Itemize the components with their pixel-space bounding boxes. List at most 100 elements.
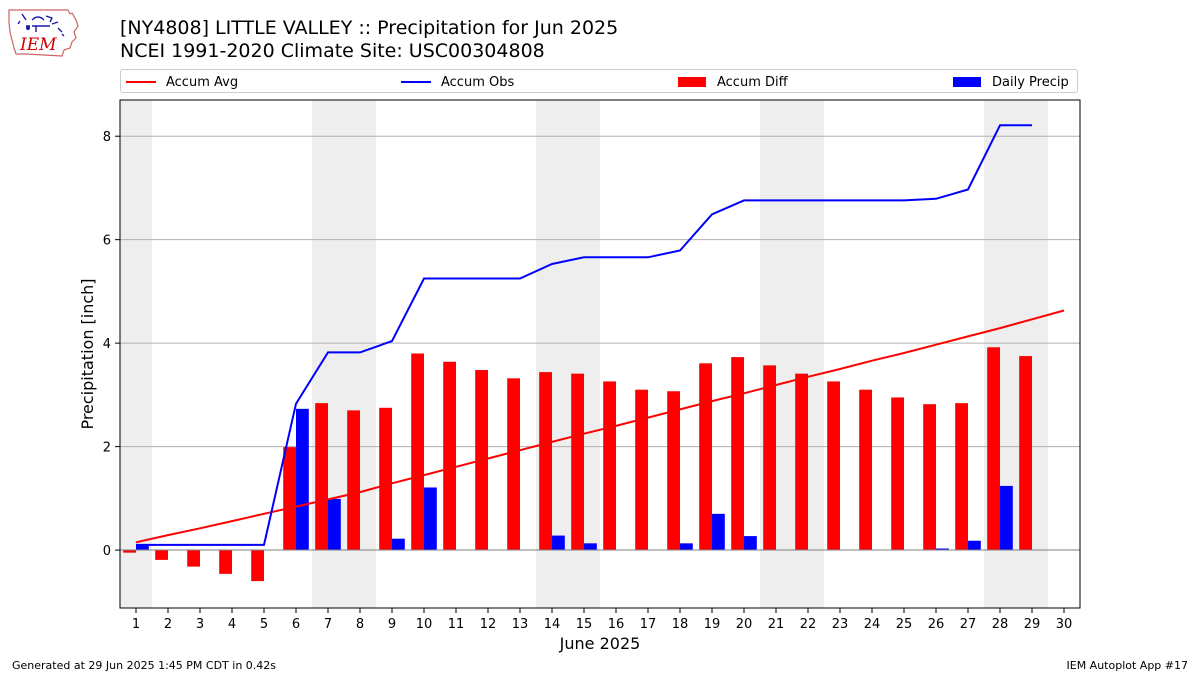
accum-diff-bar — [443, 361, 456, 551]
accum-diff-bar — [667, 391, 680, 551]
accum-diff-bar — [891, 397, 904, 551]
x-tick-label: 10 — [416, 617, 433, 632]
accum-diff-bar — [571, 373, 584, 551]
x-tick-label: 27 — [960, 617, 977, 632]
accum-obs-line — [136, 124, 1032, 546]
accum-diff-bar — [411, 353, 424, 551]
legend-label: Accum Obs — [441, 74, 515, 90]
accum-diff-bar — [507, 378, 520, 551]
accum-avg-line — [135, 309, 1065, 544]
daily-precip-bar — [1000, 485, 1013, 551]
x-axis-label: June 2025 — [559, 634, 641, 653]
accum-diff-bar — [763, 365, 776, 551]
x-tick-label: 16 — [608, 617, 625, 632]
accum-diff-bar — [923, 404, 936, 551]
legend-item-daily-precip: Daily Precip — [953, 73, 1069, 91]
x-tick-label: 18 — [672, 617, 689, 632]
y-tick-label: 6 — [103, 234, 111, 249]
y-tick-label: 2 — [103, 441, 111, 456]
daily-precip-bar — [552, 535, 565, 551]
daily-precip-bar — [392, 538, 405, 551]
legend-swatch — [126, 81, 156, 83]
x-tick-label: 4 — [228, 617, 236, 632]
weekend-shade — [120, 100, 152, 608]
x-tick-label: 23 — [832, 617, 849, 632]
accum-diff-bar — [283, 447, 296, 551]
legend-swatch — [401, 81, 431, 83]
accum-diff-bar — [187, 550, 200, 567]
daily-precip-bar — [584, 543, 597, 551]
x-tick-label: 12 — [480, 617, 497, 632]
x-tick-label: 8 — [356, 617, 364, 632]
legend-swatch — [678, 77, 706, 87]
chart-title: [NY4808] LITTLE VALLEY :: Precipitation … — [120, 17, 619, 39]
accum-diff-bar — [827, 381, 840, 551]
plot-frame — [119, 99, 1081, 609]
legend-item-accum-obs: Accum Obs — [401, 73, 514, 91]
x-tick-label: 9 — [388, 617, 396, 632]
x-tick-label: 28 — [992, 617, 1009, 632]
x-tick-label: 15 — [576, 617, 593, 632]
legend-label: Accum Diff — [717, 74, 788, 90]
legend-item-accum-diff: Accum Diff — [678, 73, 788, 91]
x-tick-label: 20 — [736, 617, 753, 632]
y-tick-label: 4 — [103, 337, 111, 352]
logo-text: IEM — [19, 35, 57, 55]
accum-diff-bar — [955, 403, 968, 551]
daily-precip-bar — [296, 408, 309, 551]
accum-diff-bar — [347, 410, 360, 551]
chart-legend: Accum Avg Accum Obs Accum Diff Daily Pre… — [120, 69, 1078, 93]
accum-diff-bar — [539, 372, 552, 551]
x-tick-label: 22 — [800, 617, 817, 632]
accum-diff-bar — [603, 381, 616, 551]
accum-diff-bar — [987, 347, 1000, 551]
legend-label: Daily Precip — [992, 74, 1069, 90]
x-tick-label: 14 — [544, 617, 561, 632]
daily-precip-bar — [712, 513, 725, 551]
x-tick-label: 3 — [196, 617, 204, 632]
x-tick-label: 26 — [928, 617, 945, 632]
legend-label: Accum Avg — [166, 74, 239, 90]
x-tick-label: 25 — [896, 617, 913, 632]
accum-diff-bar — [379, 407, 392, 551]
accum-diff-bar — [155, 550, 168, 560]
generated-timestamp: Generated at 29 Jun 2025 1:45 PM CDT in … — [12, 659, 277, 672]
daily-precip-bar — [744, 536, 757, 551]
x-tick-label: 30 — [1056, 617, 1073, 632]
y-tick-label: 0 — [103, 544, 111, 559]
daily-precip-bar — [936, 548, 949, 551]
accum-diff-bar — [219, 550, 232, 574]
x-tick-label: 1 — [132, 617, 140, 632]
x-tick-label: 13 — [512, 617, 529, 632]
x-tick-label: 5 — [260, 617, 268, 632]
accum-diff-bar — [1019, 356, 1032, 551]
x-tick-label: 7 — [324, 617, 332, 632]
y-tick-label: 8 — [103, 130, 111, 145]
daily-precip-bar — [424, 487, 437, 551]
accum-diff-bar — [731, 357, 744, 551]
accum-diff-bar — [699, 363, 712, 551]
daily-precip-bar — [136, 544, 149, 551]
legend-swatch — [953, 77, 981, 87]
x-tick-label: 21 — [768, 617, 785, 632]
x-tick-label: 24 — [864, 617, 881, 632]
accum-diff-bar — [251, 550, 264, 582]
x-tick-label: 6 — [292, 617, 300, 632]
accum-diff-bar — [315, 403, 328, 551]
accum-diff-bar — [795, 373, 808, 551]
accum-diff-bar — [123, 550, 136, 553]
accum-diff-bar — [859, 389, 872, 551]
x-tick-label: 29 — [1024, 617, 1041, 632]
daily-precip-bar — [328, 498, 341, 551]
legend-item-accum-avg: Accum Avg — [126, 73, 238, 91]
chart-subtitle: NCEI 1991-2020 Climate Site: USC00304808 — [120, 40, 545, 62]
y-axis-label: Precipitation [inch] — [78, 278, 97, 429]
app-credit: IEM Autoplot App #17 — [1066, 659, 1189, 672]
x-tick-label: 17 — [640, 617, 657, 632]
daily-precip-bar — [968, 540, 981, 551]
iem-logo: IEM — [6, 4, 84, 60]
daily-precip-bar — [680, 543, 693, 551]
accum-diff-bar — [635, 389, 648, 551]
x-tick-label: 19 — [704, 617, 721, 632]
